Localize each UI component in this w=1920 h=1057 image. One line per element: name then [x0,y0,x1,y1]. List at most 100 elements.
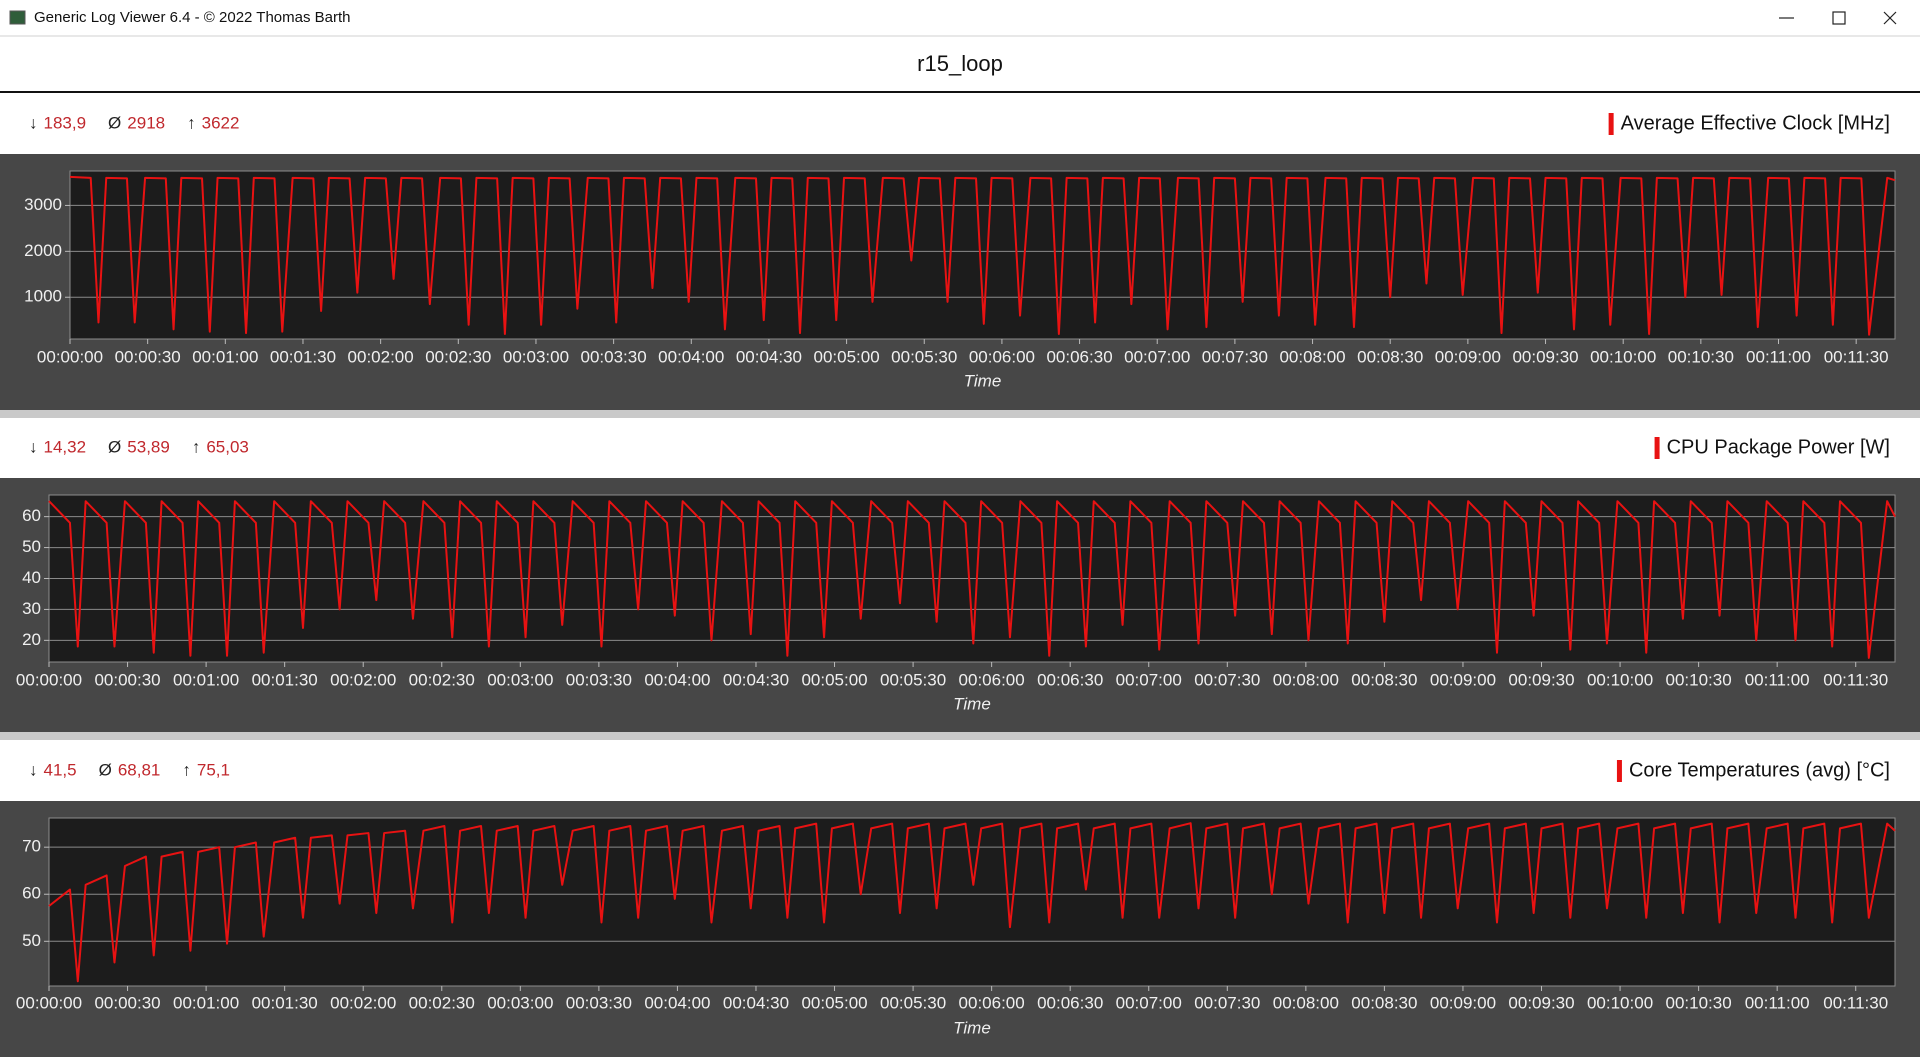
panel-separator [0,732,1920,740]
x-tick-label: 00:10:30 [1666,993,1732,1012]
stat-symbol: ↑ [192,437,201,456]
x-tick-label: 00:08:30 [1351,993,1417,1012]
x-tick-label: 00:11:00 [1746,347,1811,366]
x-tick-label: 00:05:00 [814,347,880,366]
x-tick-label: 00:08:00 [1279,347,1345,366]
x-tick-label: 00:09:30 [1508,993,1574,1012]
x-tick-label: 00:06:00 [959,670,1025,689]
stat-symbol: ↓ [29,437,38,456]
x-tick-label: 00:11:00 [1745,993,1810,1012]
y-tick-label: 70 [22,837,41,856]
stat-symbol: ↓ [29,113,38,132]
legend-swatch [1608,113,1614,135]
y-tick-label: 60 [22,884,41,903]
stat-symbol: Ø [108,437,121,456]
x-tick-label: 00:00:30 [94,670,160,689]
legend-label: Average Effective Clock [MHz] [1621,112,1890,134]
x-tick-label: 00:04:30 [723,993,789,1012]
x-axis-label: Time [953,1018,991,1037]
x-tick-label: 00:07:00 [1124,347,1190,366]
x-tick-label: 00:03:30 [581,347,647,366]
panel-header [0,418,1920,478]
x-tick-label: 00:06:30 [1046,347,1112,366]
y-tick-label: 50 [22,537,41,556]
x-tick-label: 00:05:00 [801,993,867,1012]
x-tick-label: 00:04:30 [723,670,789,689]
x-tick-label: 00:01:00 [173,993,239,1012]
x-tick-label: 00:05:00 [801,670,867,689]
y-tick-label: 30 [22,599,41,618]
legend-swatch [1654,437,1660,459]
x-tick-label: 00:03:00 [487,670,553,689]
x-tick-label: 00:00:00 [16,670,82,689]
stat-value: 53,89 [127,437,170,456]
maximize-button[interactable] [1832,11,1846,25]
x-tick-label: 00:11:30 [1823,993,1888,1012]
x-tick-label: 00:05:30 [880,670,946,689]
x-tick-label: 00:07:00 [1116,993,1182,1012]
x-tick-label: 00:08:00 [1273,993,1339,1012]
x-axis-label: Time [953,694,991,713]
x-tick-label: 00:07:30 [1202,347,1268,366]
y-tick-label: 60 [22,506,41,525]
x-tick-label: 00:04:00 [658,347,724,366]
x-tick-label: 00:09:30 [1508,670,1574,689]
x-tick-label: 00:06:30 [1037,993,1103,1012]
x-tick-label: 00:06:00 [969,347,1035,366]
panel-header [0,741,1920,801]
x-tick-label: 00:00:30 [115,347,181,366]
stat-value: 41,5 [44,760,77,779]
panel-separator [0,410,1920,418]
window-title: Generic Log Viewer 6.4 - © 2022 Thomas B… [34,9,351,26]
x-tick-label: 00:05:30 [891,347,957,366]
stat-value: 3622 [202,113,240,132]
y-tick-label: 1000 [24,287,62,306]
x-tick-label: 00:09:00 [1430,993,1496,1012]
y-tick-label: 2000 [24,241,62,260]
x-tick-label: 00:01:30 [252,670,318,689]
legend-label: CPU Package Power [W] [1667,436,1890,458]
x-tick-label: 00:08:30 [1357,347,1423,366]
x-tick-label: 00:02:00 [330,993,396,1012]
x-tick-label: 00:03:00 [487,993,553,1012]
x-tick-label: 00:09:00 [1435,347,1501,366]
x-tick-label: 00:09:30 [1512,347,1578,366]
x-tick-label: 00:00:00 [37,347,103,366]
stat-symbol: ↓ [29,760,38,779]
x-tick-label: 00:01:30 [270,347,336,366]
x-tick-label: 00:00:00 [16,993,82,1012]
x-tick-label: 00:02:30 [409,670,475,689]
stat-value: 183,9 [44,113,87,132]
stat-symbol: Ø [99,760,112,779]
x-tick-label: 00:11:30 [1823,670,1888,689]
x-tick-label: 00:10:00 [1590,347,1656,366]
x-tick-label: 00:04:30 [736,347,802,366]
close-button[interactable] [1883,11,1897,25]
stat-symbol: ↑ [187,113,196,132]
x-tick-label: 00:01:30 [252,993,318,1012]
x-tick-label: 00:06:30 [1037,670,1103,689]
panel-header [0,94,1920,154]
plot-area [48,817,1896,987]
y-tick-label: 40 [22,568,41,587]
stat-symbol: Ø [108,113,121,132]
x-tick-label: 00:02:30 [425,347,491,366]
x-tick-label: 00:10:00 [1587,670,1653,689]
x-tick-label: 00:04:00 [644,993,710,1012]
x-tick-label: 00:01:00 [173,670,239,689]
x-tick-label: 00:07:00 [1116,670,1182,689]
x-tick-label: 00:08:00 [1273,670,1339,689]
x-tick-label: 00:03:30 [566,993,632,1012]
x-tick-label: 00:10:30 [1668,347,1734,366]
document-title: r15_loop [917,51,1003,76]
app-icon [9,10,26,25]
x-tick-label: 00:00:30 [94,993,160,1012]
x-tick-label: 00:11:00 [1745,670,1810,689]
legend-swatch [1616,760,1622,782]
data-line [69,175,1896,336]
stat-value: 2918 [127,113,165,132]
title-bar [0,0,1920,36]
y-tick-label: 50 [22,931,41,950]
stat-symbol: ↑ [182,760,191,779]
